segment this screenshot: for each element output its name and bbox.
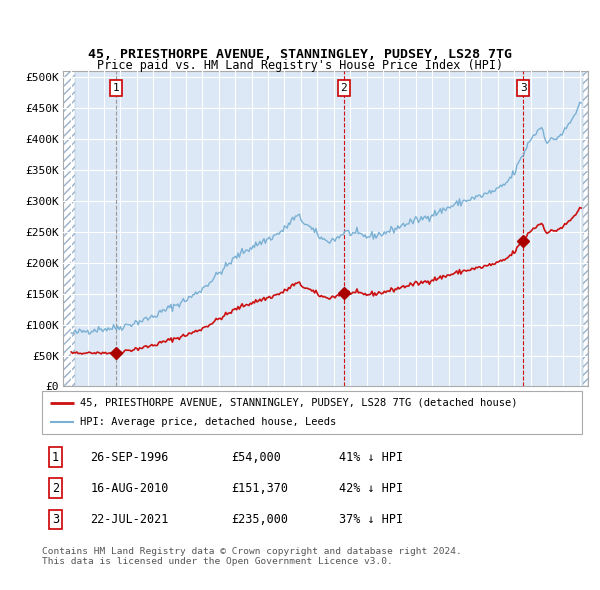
Text: £151,370: £151,370 — [231, 481, 288, 495]
Text: 3: 3 — [52, 513, 59, 526]
Text: £235,000: £235,000 — [231, 513, 288, 526]
Text: 45, PRIESTHORPE AVENUE, STANNINGLEY, PUDSEY, LS28 7TG (detached house): 45, PRIESTHORPE AVENUE, STANNINGLEY, PUD… — [80, 398, 517, 408]
FancyBboxPatch shape — [42, 391, 582, 434]
Text: 1: 1 — [113, 83, 119, 93]
Text: This data is licensed under the Open Government Licence v3.0.: This data is licensed under the Open Gov… — [42, 558, 393, 566]
Text: 22-JUL-2021: 22-JUL-2021 — [91, 513, 169, 526]
Text: Price paid vs. HM Land Registry's House Price Index (HPI): Price paid vs. HM Land Registry's House … — [97, 59, 503, 72]
Bar — [63, 71, 76, 386]
Text: 45, PRIESTHORPE AVENUE, STANNINGLEY, PUDSEY, LS28 7TG: 45, PRIESTHORPE AVENUE, STANNINGLEY, PUD… — [88, 48, 512, 61]
Bar — [583, 71, 588, 386]
Text: 16-AUG-2010: 16-AUG-2010 — [91, 481, 169, 495]
Text: 41% ↓ HPI: 41% ↓ HPI — [339, 451, 403, 464]
Text: 2: 2 — [341, 83, 347, 93]
Text: 26-SEP-1996: 26-SEP-1996 — [91, 451, 169, 464]
Text: Contains HM Land Registry data © Crown copyright and database right 2024.: Contains HM Land Registry data © Crown c… — [42, 547, 462, 556]
Text: 42% ↓ HPI: 42% ↓ HPI — [339, 481, 403, 495]
Text: HPI: Average price, detached house, Leeds: HPI: Average price, detached house, Leed… — [80, 417, 336, 427]
Bar — [63, 71, 76, 386]
Text: 1: 1 — [52, 451, 59, 464]
Text: 37% ↓ HPI: 37% ↓ HPI — [339, 513, 403, 526]
Bar — [583, 71, 588, 386]
Text: 2: 2 — [52, 481, 59, 495]
Text: 3: 3 — [520, 83, 527, 93]
Text: £54,000: £54,000 — [231, 451, 281, 464]
